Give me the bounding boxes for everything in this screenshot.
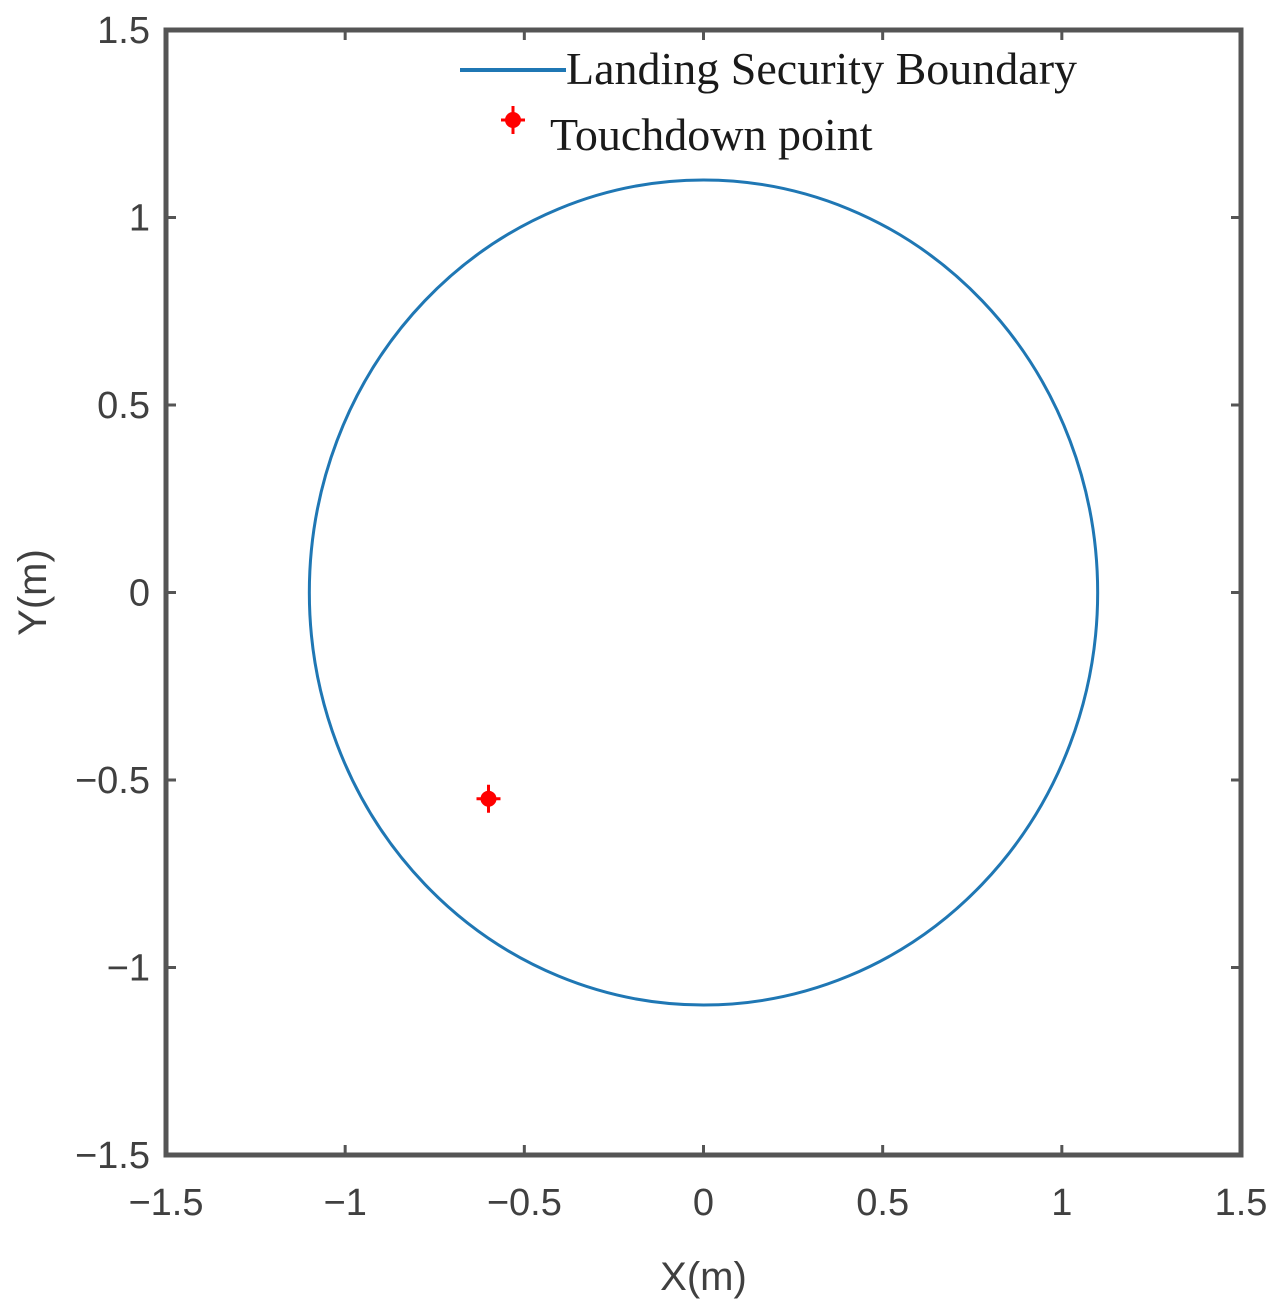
x-tick-label: −1.5 bbox=[128, 1182, 203, 1224]
legend-touchdown-swatch bbox=[501, 106, 525, 134]
x-tick-label: 0.5 bbox=[856, 1182, 909, 1224]
y-tick-label: −0.5 bbox=[75, 760, 150, 802]
y-tick-label: −1.5 bbox=[75, 1135, 150, 1177]
y-tick-label: −1 bbox=[107, 948, 150, 990]
legend-boundary-label: Landing Security Boundary bbox=[566, 43, 1077, 94]
legend: Landing Security Boundary Touchdown poin… bbox=[460, 43, 1077, 160]
tick-labels-layer: −1.5 −1 −0.5 0 0.5 1 1.5 −1.5 −1 −0.5 0 0.5 1 1.5 bbox=[75, 10, 1267, 1224]
security-boundary-circle bbox=[307, 178, 1100, 1007]
y-tick-label: 1.5 bbox=[97, 10, 150, 52]
y-tick-label: 0 bbox=[129, 573, 150, 615]
legend-touchdown-label: Touchdown point bbox=[550, 109, 873, 160]
x-tick-label: −0.5 bbox=[487, 1182, 562, 1224]
plot-frame bbox=[163, 27, 1244, 1158]
y-tick-label: 1 bbox=[129, 198, 150, 240]
x-axis-label: X(m) bbox=[660, 1255, 747, 1299]
y-tick-label: 0.5 bbox=[97, 385, 150, 427]
ticks-layer bbox=[164, 28, 1243, 1157]
x-tick-label: 1.5 bbox=[1215, 1182, 1268, 1224]
x-tick-label: −1 bbox=[324, 1182, 367, 1224]
series-layer bbox=[307, 178, 1100, 1007]
touchdown-point bbox=[476, 784, 501, 813]
x-tick-label: 0 bbox=[693, 1182, 714, 1224]
y-axis-label: Y(m) bbox=[11, 549, 55, 636]
x-tick-label: 1 bbox=[1051, 1182, 1072, 1224]
